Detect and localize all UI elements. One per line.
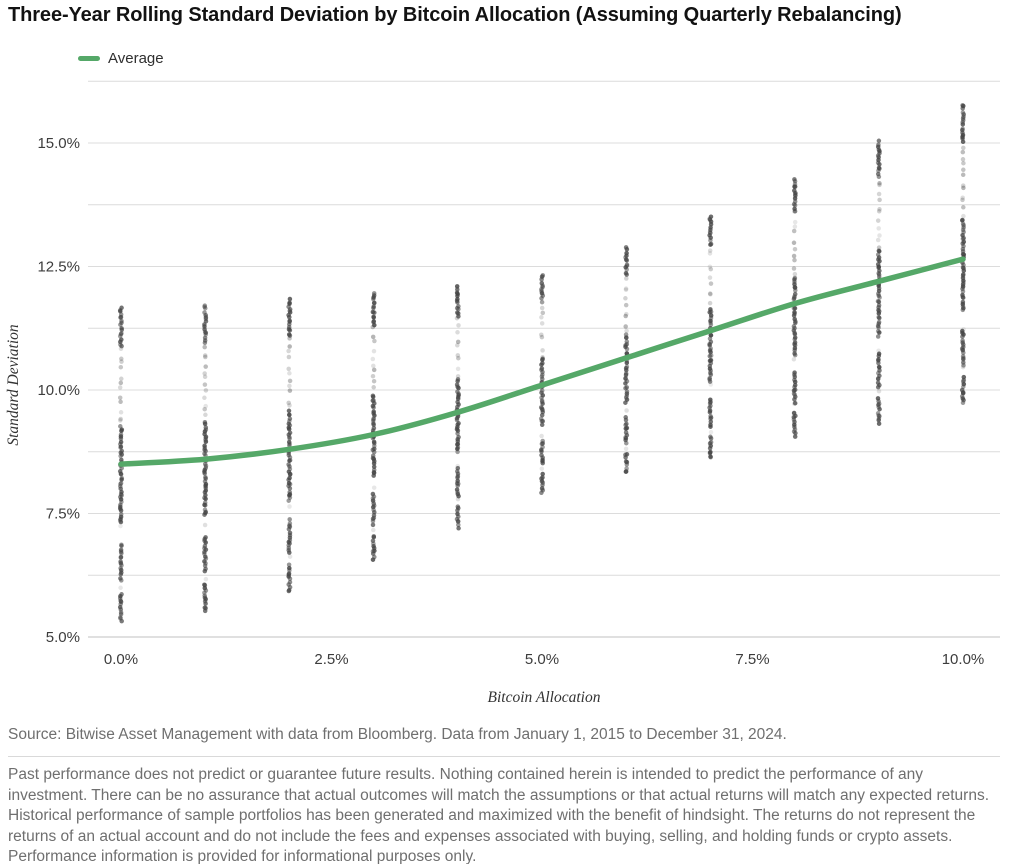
- scatter-column-1pct: [202, 303, 209, 614]
- x-tick-label: 7.5%: [735, 651, 769, 668]
- disclaimer-text: Past performance does not predict or gua…: [8, 756, 1000, 864]
- y-tick-label: 7.5%: [46, 506, 80, 523]
- y-tick-label: 10.0%: [37, 382, 80, 399]
- legend-label-average: Average: [108, 50, 164, 67]
- x-tick-label: 2.5%: [314, 651, 348, 668]
- scatter-column-9pct: [875, 138, 882, 426]
- average-line: [118, 256, 966, 467]
- x-tick-label: 5.0%: [525, 651, 559, 668]
- average-line-swatch: [78, 56, 100, 61]
- scatter-column-5pct: [538, 273, 546, 496]
- scatter-column-3pct: [370, 291, 377, 562]
- scatter-column-4pct: [454, 284, 461, 531]
- source-text: Source: Bitwise Asset Management with da…: [8, 726, 787, 743]
- scatter-column-8pct: [791, 177, 798, 439]
- y-axis-title: Standard Deviation: [5, 324, 22, 446]
- y-tick-label: 5.0%: [46, 629, 80, 646]
- x-axis-title: Bitcoin Allocation: [488, 689, 601, 706]
- scatter-column-7pct: [707, 214, 714, 460]
- x-tick-label: 10.0%: [942, 651, 985, 668]
- scatter-column-10pct: [959, 103, 967, 406]
- chart-canvas: 5.0% 7.5% 10.0% 12.5% 15.0% 0.0% 2.5% 5.0% 7.5% 1…: [5, 80, 1000, 706]
- y-tick-label: 12.5%: [37, 259, 80, 276]
- x-tick-label: 0.0%: [104, 651, 138, 668]
- legend: Average: [78, 50, 164, 67]
- scatter-column-2pct: [286, 296, 293, 594]
- scatter-column-0pct: [117, 305, 125, 624]
- y-tick-label: 15.0%: [37, 135, 80, 152]
- page-title: Three-Year Rolling Standard Deviation by…: [8, 4, 902, 26]
